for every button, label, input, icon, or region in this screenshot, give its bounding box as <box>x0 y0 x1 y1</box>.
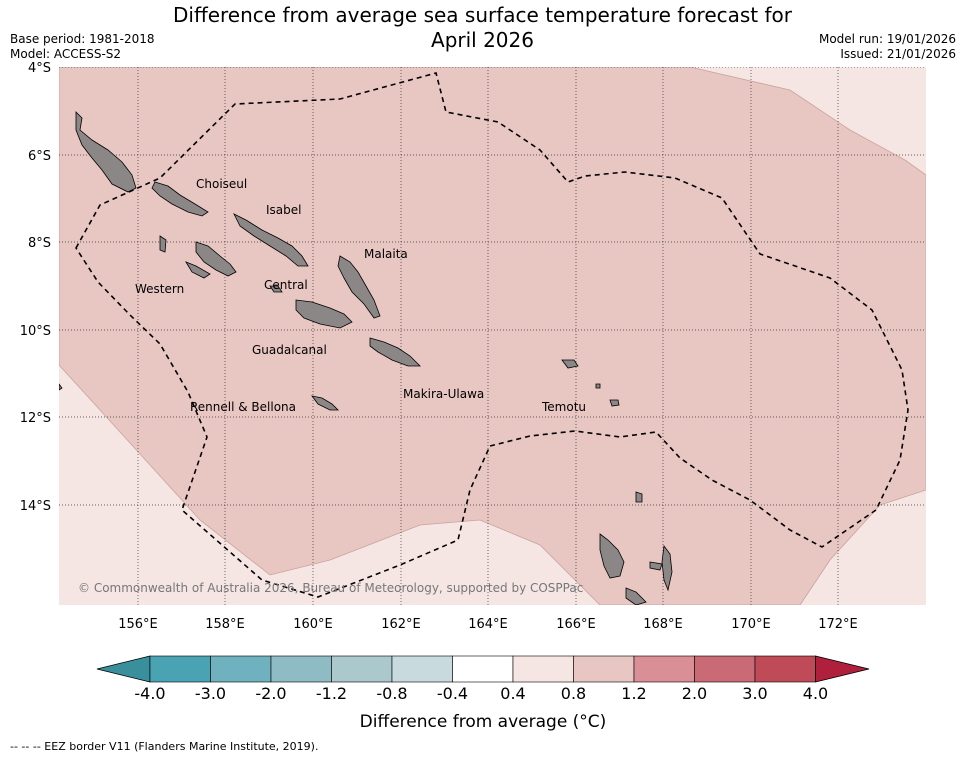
base-period: Base period: 1981-2018 <box>10 32 155 46</box>
lat-label: 10°S <box>20 324 51 339</box>
colorbar-tick-label: 0.8 <box>561 684 586 703</box>
land-masses <box>59 111 673 605</box>
lon-label: 168°E <box>643 617 683 632</box>
province-label-choiseul: Choiseul <box>196 177 247 191</box>
colorbar-tick-label: 2.0 <box>682 684 707 703</box>
map-title: Difference from average sea surface temp… <box>0 3 965 53</box>
western-island <box>185 261 211 279</box>
anomaly-0-8-1-2-region <box>59 67 926 605</box>
vella-lavella-island <box>159 235 167 253</box>
makira-island <box>369 337 421 367</box>
lon-label: 166°E <box>556 617 596 632</box>
lon-label: 170°E <box>731 617 771 632</box>
colorbar-segment <box>452 655 514 683</box>
copyright-notice: © Commonwealth of Australia 2026, Bureau… <box>78 581 583 595</box>
lon-label: 164°E <box>468 617 508 632</box>
vanuatu-north-island <box>599 533 625 579</box>
colorbar-segment <box>754 655 816 683</box>
colorbar <box>96 655 870 683</box>
temotu-small-island <box>595 383 601 389</box>
santa-cruz-island <box>561 359 579 369</box>
small-island-2 <box>59 383 63 391</box>
colorbar-tick-label: 0.4 <box>500 684 525 703</box>
colorbar-tick-label: 4.0 <box>803 684 828 703</box>
colorbar-tick-label: -1.2 <box>316 684 347 703</box>
temotu-island <box>609 399 620 407</box>
colorbar-tick-label: -0.4 <box>437 684 468 703</box>
vanuatu-east-island <box>661 544 673 592</box>
colorbar-ticks: -4.0 -3.0 -2.0 -1.2 -0.8 -0.4 0.4 0.8 1.2 2.0 3.0 4… <box>134 684 828 703</box>
province-label-western: Western <box>135 282 184 296</box>
lat-label: 4°S <box>28 61 51 76</box>
colorbar-segment <box>512 655 574 683</box>
issued-date: Issued: 21/01/2026 <box>840 47 956 61</box>
colorbar-segment <box>149 655 211 683</box>
province-label-makira-ulawa: Makira-Ulawa <box>403 387 484 401</box>
colorbar-segment <box>270 655 332 683</box>
province-labels: Choiseul Isabel Malaita Western Central … <box>135 177 586 414</box>
colorbar-tick-label: 1.2 <box>621 684 646 703</box>
colorbar-extend-high <box>815 655 870 683</box>
title-line-2: April 2026 <box>431 28 534 52</box>
lon-label: 172°E <box>818 617 858 632</box>
lat-label: 6°S <box>28 149 51 164</box>
colorbar-tick-label: -2.0 <box>255 684 286 703</box>
eez-legend-note: -- -- -- EEZ border V11 (Flanders Marine… <box>10 740 319 753</box>
colorbar-segment <box>331 655 393 683</box>
colorbar-segment <box>210 655 272 683</box>
vanuatu-south-island <box>625 587 647 605</box>
colorbar-tick-label: -4.0 <box>134 684 165 703</box>
colorbar-tick-label: -0.8 <box>376 684 407 703</box>
colorbar-segment <box>633 655 695 683</box>
lon-label: 158°E <box>205 617 245 632</box>
lat-axis: 4°S 6°S 8°S 10°S 12°S 14°S <box>20 61 51 514</box>
province-label-isabel: Isabel <box>266 203 301 217</box>
province-label-central: Central <box>264 278 308 292</box>
colorbar-tick-label: -3.0 <box>195 684 226 703</box>
guadalcanal-island <box>295 299 353 329</box>
lat-label: 8°S <box>28 236 51 251</box>
choiseul-main-island <box>151 181 209 217</box>
isabel-island <box>233 213 309 267</box>
colorbar-label: Difference from average (°C) <box>360 712 607 732</box>
lon-label: 156°E <box>118 617 158 632</box>
colorbar-segment <box>573 655 635 683</box>
lon-label: 162°E <box>381 617 421 632</box>
province-label-guadalcanal: Guadalcanal <box>252 343 327 357</box>
lat-label: 12°S <box>20 411 51 426</box>
province-label-rennell-bellona: Rennell & Bellona <box>190 400 296 414</box>
run-info: Model run: 19/01/2026 Issued: 21/01/2026 <box>819 32 956 62</box>
lon-axis: 156°E 158°E 160°E 162°E 164°E 166°E 168°… <box>118 617 858 632</box>
lat-label: 14°S <box>20 499 51 514</box>
colorbar-tick-label: 3.0 <box>742 684 767 703</box>
lon-label: 160°E <box>293 617 333 632</box>
eez-border <box>75 72 909 598</box>
choiseul-island <box>75 111 137 193</box>
malaita-island <box>337 255 381 319</box>
model-name: Model: ACCESS-S2 <box>10 47 122 61</box>
colorbar-segment <box>391 655 453 683</box>
map-area: Choiseul Isabel Malaita Western Central … <box>59 67 926 605</box>
banks-island <box>635 491 643 503</box>
title-line-1: Difference from average sea surface temp… <box>172 3 792 27</box>
central-island <box>269 285 283 293</box>
colorbar-segment <box>694 655 756 683</box>
rennell-island <box>311 395 339 411</box>
province-label-malaita: Malaita <box>364 247 408 261</box>
small-island-1 <box>649 561 663 571</box>
colorbar-extend-low <box>96 655 151 683</box>
province-label-temotu: Temotu <box>541 400 586 414</box>
gridlines <box>59 67 926 605</box>
new-georgia-island <box>195 241 237 277</box>
model-run: Model run: 19/01/2026 <box>818 32 956 46</box>
model-info: Base period: 1981-2018 Model: ACCESS-S2 <box>10 32 155 62</box>
